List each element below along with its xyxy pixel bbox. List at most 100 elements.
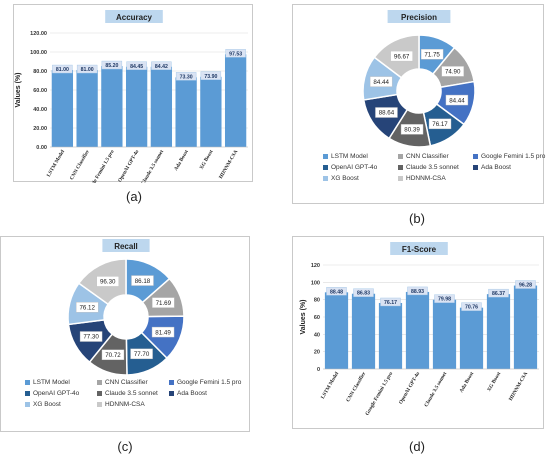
- data-label-box: [428, 118, 452, 130]
- data-label-box: [380, 297, 401, 307]
- y-tick-label: 100: [311, 280, 320, 286]
- legend-label: Claude 3.5 sonnet: [105, 390, 158, 397]
- data-label-box: [461, 302, 482, 311]
- bar: [125, 66, 148, 147]
- data-label-box: [76, 302, 99, 313]
- legend-swatch: [398, 154, 403, 159]
- legend-label: Ada Boost: [481, 164, 511, 171]
- recall-chart: Recall 86.18 71.69 81.49 77.70 70.72 77.30 76.1…: [67, 239, 185, 376]
- x-tick-label: Ada Boost: [459, 371, 476, 394]
- recall-chart-panel: Recall 86.18 71.69 81.49 77.70 70.72 77.30 76.1…: [0, 236, 250, 432]
- legend-item: Claude 3.5 sonnet: [97, 390, 158, 397]
- y-tick-label: 120.00: [30, 31, 47, 37]
- f1-score-chart: F1-Score 0 20 40 60 80 100 120 Values (%) 88.48 LS…: [300, 242, 539, 417]
- legend-item: Google Femini 1.5 pro: [473, 153, 545, 160]
- legend-item: XG Boost: [25, 401, 61, 408]
- legend-label: HDNNM-CSA: [406, 175, 446, 182]
- legend-item: LSTM Model: [323, 153, 368, 160]
- x-tick-label: XG Boost: [199, 149, 215, 171]
- chart-title-box: [390, 242, 448, 255]
- bar: [486, 294, 511, 369]
- legend-item: OpenAI GPT-4o: [323, 164, 377, 171]
- data-label-box: [200, 71, 222, 80]
- f1-score-chart-panel: F1-Score 0 20 40 60 80 100 120 Values (%) 88.48 LS…: [292, 236, 544, 429]
- legend-swatch: [97, 402, 102, 407]
- caption-c: (c): [117, 439, 133, 454]
- data-label-box: [96, 276, 119, 287]
- chart-title-box: [387, 10, 451, 23]
- chart-title-box: [105, 10, 163, 23]
- data-label: 74.90: [445, 69, 461, 76]
- data-label: 70.76: [465, 305, 478, 311]
- y-tick-label: 60.00: [33, 88, 47, 94]
- x-tick-label: OpenAI GPT-4o: [117, 149, 141, 183]
- data-label: 84.42: [155, 64, 168, 70]
- data-label: 81.00: [81, 67, 94, 73]
- x-tick-label: HDNNM-CSA: [218, 149, 239, 180]
- data-label-box: [101, 349, 125, 361]
- accuracy-chart-panel: Accuracy 0.00 20.00 40.00 60.00 80.00 100.00 12…: [13, 4, 253, 183]
- data-label: 76.17: [384, 300, 397, 306]
- data-label: 77.70: [134, 351, 150, 358]
- legend: LSTM Model CNN Classifier Google Femini 1.…: [323, 153, 550, 193]
- legend-swatch: [25, 391, 30, 396]
- bar: [459, 307, 484, 369]
- legend-swatch: [323, 176, 328, 181]
- chart-title: Accuracy: [116, 13, 153, 22]
- data-label-box: [79, 331, 103, 342]
- y-tick-label: 40.00: [33, 107, 47, 113]
- y-tick-label: 40: [314, 332, 320, 338]
- bar: [200, 76, 222, 147]
- y-tick-label: 80.00: [33, 69, 47, 75]
- data-label: 79.98: [438, 297, 451, 303]
- data-label-box: [369, 76, 393, 87]
- legend-swatch: [473, 154, 478, 159]
- data-label-box: [390, 50, 413, 62]
- data-label-box: [225, 49, 246, 58]
- y-tick-label: 120: [311, 263, 320, 269]
- data-label: 84.45: [130, 64, 143, 70]
- legend: LSTM Model CNN Classifier Google Femini 1.…: [25, 379, 265, 419]
- legend-item: OpenAI GPT-4o: [25, 390, 79, 397]
- legend-item: Ada Boost: [169, 390, 207, 397]
- data-label: 77.30: [83, 334, 99, 341]
- legend-label: XG Boost: [331, 175, 359, 182]
- data-label: 88.64: [379, 110, 395, 117]
- legend-swatch: [97, 391, 102, 396]
- data-label: 73.30: [180, 74, 193, 80]
- data-label-box: [353, 288, 374, 297]
- accuracy-chart: Accuracy 0.00 20.00 40.00 60.00 80.00 100.00 12…: [15, 10, 248, 183]
- bar: [101, 66, 123, 147]
- legend-label: Google Femini 1.5 pro: [177, 379, 242, 386]
- data-label-box: [52, 64, 73, 74]
- legend-swatch: [398, 176, 403, 181]
- data-label: 73.90: [204, 74, 217, 80]
- data-label: 97.53: [229, 51, 242, 57]
- legend-swatch: [97, 380, 102, 385]
- precision-chart-panel: Precision 71.75 74.90 84.44 76.17 80.39 88.64 8…: [292, 4, 545, 204]
- legend-item: HDNNM-CSA: [97, 401, 145, 408]
- data-label: 96.67: [394, 53, 410, 60]
- y-tick-label: 0.00: [36, 145, 47, 151]
- legend-label: XG Boost: [33, 401, 61, 408]
- x-tick-label: CNN Classifier: [69, 148, 91, 181]
- legend-label: Ada Boost: [177, 390, 207, 397]
- bar: [224, 54, 247, 148]
- data-label: 76.17: [432, 121, 448, 128]
- legend-item: CNN Classifier: [398, 153, 449, 160]
- legend-label: LSTM Model: [331, 153, 368, 160]
- legend-label: CNN Classifier: [406, 153, 449, 160]
- x-tick-label: Claude 3.5 sonnet: [423, 371, 448, 408]
- data-label: 84.44: [449, 97, 465, 104]
- data-label: 88.48: [330, 289, 343, 295]
- bar: [405, 291, 430, 369]
- data-label-box: [151, 61, 172, 71]
- legend-swatch: [323, 165, 328, 170]
- x-tick-label: CNN Classifier: [345, 370, 367, 403]
- data-label-box: [375, 107, 398, 118]
- data-label-box: [420, 49, 444, 60]
- x-tick-label: Claude 3.5 sonnet: [140, 149, 165, 183]
- data-label-box: [434, 294, 455, 303]
- legend-swatch: [323, 154, 328, 159]
- y-tick-label: 100.00: [30, 50, 47, 56]
